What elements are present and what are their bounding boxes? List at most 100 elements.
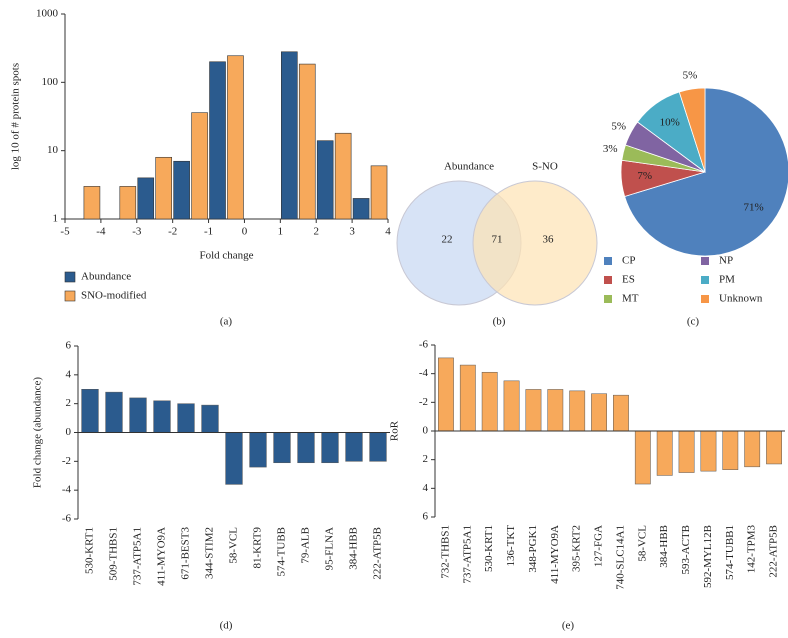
bar — [591, 393, 607, 432]
x-tick-label: 737-ATP5A1 — [461, 525, 473, 584]
bar — [345, 432, 363, 462]
bar — [525, 389, 542, 432]
x-tick-label: 395-KRT2 — [571, 525, 583, 572]
x-tick-label: 509-THBS1 — [108, 527, 120, 581]
slice-label: 5% — [611, 120, 626, 132]
legend-label: NP — [719, 255, 733, 267]
y-tick-label: -4 — [419, 367, 429, 379]
x-tick-label: 222-ATP5B — [768, 525, 780, 578]
y-tick-label: 4 — [66, 368, 72, 380]
x-tick-label: 95-FLNA — [324, 527, 336, 570]
bar — [227, 55, 244, 220]
bar — [119, 186, 137, 220]
bar — [155, 156, 172, 220]
bar — [129, 397, 147, 433]
region-count: 36 — [543, 234, 555, 246]
slice-label: 7% — [637, 170, 652, 182]
x-tick-label: 58-VCL — [636, 525, 648, 562]
bar — [316, 140, 334, 220]
x-tick-label: 2 — [313, 226, 319, 238]
x-tick-label: 411-MYO9A — [156, 527, 168, 586]
bar — [83, 186, 101, 220]
y-tick-label: -2 — [419, 396, 428, 408]
pie-slice — [678, 87, 706, 173]
y-tick-label: -4 — [62, 484, 72, 496]
x-tick-label: 127-FGA — [593, 525, 605, 567]
y-tick-label: 0 — [66, 426, 72, 438]
panel-label: (b) — [493, 316, 506, 328]
x-tick-label: 0 — [242, 226, 248, 238]
x-tick-label: -5 — [60, 226, 70, 238]
y-tick-label: -6 — [419, 339, 429, 351]
bar — [722, 430, 739, 470]
x-tick-label: -3 — [132, 226, 142, 238]
legend-swatch — [701, 276, 709, 284]
y-tick-label: 0 — [423, 425, 429, 437]
legend-swatch — [604, 295, 612, 303]
y-tick-label: 1000 — [36, 8, 59, 20]
legend-label: CP — [622, 255, 635, 267]
x-tick-label: 530-KRT1 — [84, 527, 96, 574]
slice-label: 3% — [603, 143, 618, 155]
bar — [81, 389, 99, 433]
x-tick-label: 58-VCL — [228, 527, 240, 564]
x-tick-label: 593-ACTB — [680, 525, 692, 575]
y-tick-label: -6 — [62, 513, 72, 525]
bar — [656, 430, 673, 476]
y-tick-label: 100 — [42, 76, 59, 88]
y-tick-label: 6 — [423, 511, 429, 523]
x-tick-label: 142-TPM3 — [746, 525, 758, 574]
x-tick-label: -2 — [168, 226, 177, 238]
x-tick-label: 344-STIM2 — [204, 527, 216, 579]
slice-label: 5% — [683, 69, 698, 81]
y-axis-label: Fold change (abundance) — [32, 377, 44, 489]
region-count: 22 — [442, 234, 453, 246]
region-count: 71 — [492, 234, 503, 246]
x-tick-label: 574-TUBB1 — [724, 525, 736, 580]
bar — [191, 112, 208, 220]
bar — [766, 430, 782, 465]
slice-label: 10% — [660, 116, 680, 128]
bar — [334, 132, 352, 220]
bar — [352, 198, 370, 220]
legend-label: SNO-modified — [81, 290, 147, 302]
x-tick-label: 574-TUBB — [276, 527, 288, 577]
x-tick-label: 81-KRT9 — [252, 527, 264, 569]
bar — [613, 394, 629, 432]
legend-swatch — [604, 257, 612, 265]
x-tick-label: 3 — [349, 226, 355, 238]
bar — [547, 389, 564, 432]
legend-swatch — [64, 290, 76, 302]
panel-label: (c) — [687, 316, 700, 328]
legend-swatch — [64, 271, 76, 283]
y-tick-label: 2 — [423, 453, 429, 465]
y-axis-label: log 10 of # protein spots — [10, 63, 22, 170]
x-tick-label: 732-THBS1 — [439, 525, 451, 579]
x-tick-label: 411-MYO9A — [549, 525, 561, 584]
x-tick-label: 740-SLC14A1 — [614, 525, 626, 590]
bar — [481, 371, 498, 432]
x-tick-label: 348-PGK1 — [527, 525, 539, 573]
x-tick-label: 79-ALB — [300, 527, 312, 564]
legend-swatch — [701, 295, 709, 303]
x-tick-label: 592-MYL12B — [702, 525, 714, 588]
set-label: S-NO — [532, 161, 558, 173]
bar — [369, 432, 387, 462]
legend-label: Unknown — [719, 293, 763, 305]
bar — [105, 391, 123, 433]
bar — [459, 364, 476, 432]
x-tick-label: -4 — [96, 226, 106, 238]
legend-swatch — [701, 257, 709, 265]
x-tick-label: 384-HBB — [658, 525, 670, 568]
x-tick-label: 4 — [385, 226, 391, 238]
x-tick-label: 222-ATP5B — [372, 527, 384, 580]
x-tick-label: 1 — [278, 226, 284, 238]
bar — [281, 51, 298, 220]
x-tick-label: 384-HBB — [348, 527, 360, 570]
bar — [438, 357, 454, 432]
venn-circle — [472, 180, 598, 306]
legend-label: MT — [622, 293, 639, 305]
x-tick-label: 671-BEST3 — [180, 527, 192, 580]
bar — [321, 432, 339, 464]
